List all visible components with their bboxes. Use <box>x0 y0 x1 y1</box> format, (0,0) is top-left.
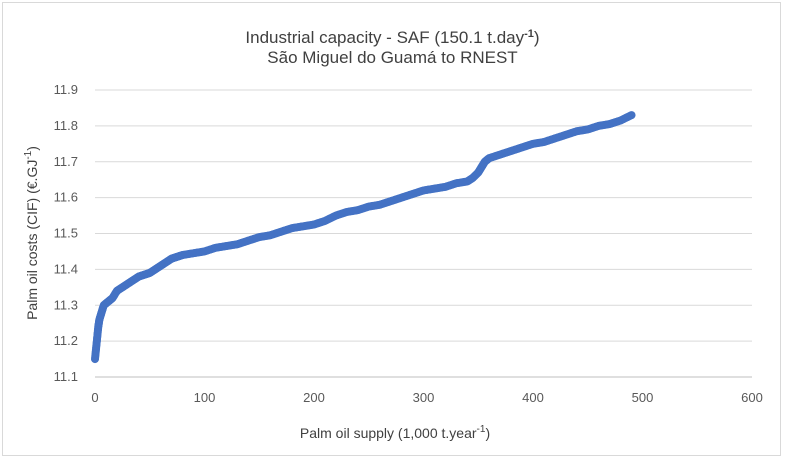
y-tick-label: 11.6 <box>54 190 78 205</box>
y-tick-labels: 11.1 11.2 11.3 11.4 11.5 11.6 11.7 11.8 11.9 <box>54 82 78 384</box>
x-tick-label: 500 <box>632 390 654 405</box>
y-tick-label: 11.9 <box>54 82 78 97</box>
y-tick-label: 11.3 <box>54 297 78 312</box>
grid-lines <box>95 89 752 342</box>
x-tick-label: 600 <box>741 390 763 405</box>
x-tick-label: 400 <box>522 390 544 405</box>
data-series <box>91 111 636 364</box>
y-tick-label: 11.7 <box>54 154 78 169</box>
chart-frame <box>2 2 781 456</box>
x-tick-label: 0 <box>91 390 98 405</box>
x-tick-label: 300 <box>413 390 435 405</box>
y-tick-label: 11.8 <box>54 118 78 133</box>
y-axis-label: Palm oil costs (CIF) (€.GJ-1) <box>23 146 40 320</box>
x-tick-label: 200 <box>303 390 325 405</box>
y-tick-label: 11.5 <box>54 226 78 241</box>
y-tick-label: 11.1 <box>54 369 78 384</box>
chart-title-line2: São Miguel do Guamá to RNEST <box>267 48 518 67</box>
chart-title-line1: Industrial capacity - SAF (150.1 t.day-1… <box>245 28 540 47</box>
x-axis-label: Palm oil supply (1,000 t.year-1) <box>300 424 490 441</box>
x-tick-label: 100 <box>194 390 216 405</box>
x-tick-labels: 0 100 200 300 400 500 600 <box>91 390 762 405</box>
data-point <box>627 111 636 120</box>
y-tick-label: 11.2 <box>54 333 78 348</box>
y-tick-label: 11.4 <box>54 261 78 276</box>
